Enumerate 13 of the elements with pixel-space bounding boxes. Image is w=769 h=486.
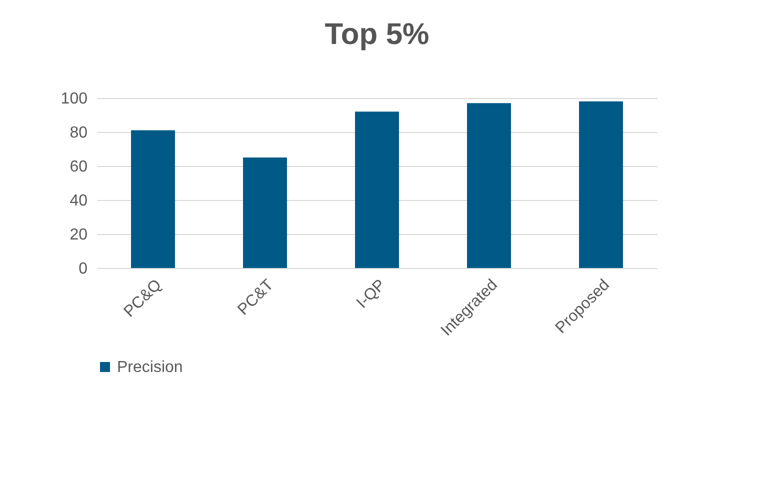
- legend-label: Precision: [117, 359, 183, 376]
- y-tick-label: 40: [70, 192, 88, 210]
- y-tick-label: 60: [70, 158, 88, 176]
- y-tick-label: 0: [78, 260, 88, 278]
- chart-title: Top 5%: [324, 18, 430, 51]
- y-tick-label: 100: [60, 90, 88, 108]
- bar: [131, 130, 175, 268]
- bar: [355, 112, 399, 268]
- y-tick-label: 20: [70, 226, 88, 244]
- y-tick-label: 80: [70, 124, 88, 142]
- bar: [579, 101, 623, 268]
- bar: [243, 158, 287, 268]
- bar: [467, 103, 511, 268]
